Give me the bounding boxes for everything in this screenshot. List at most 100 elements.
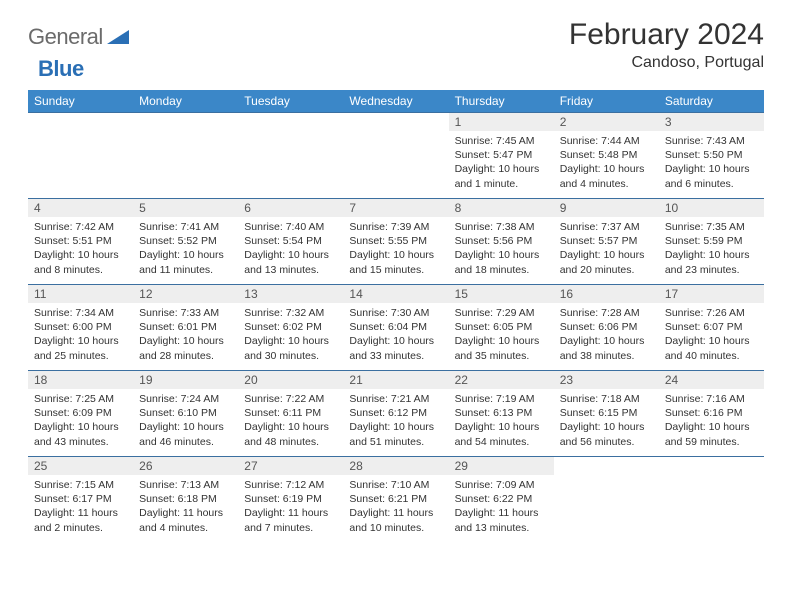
day-line: Sunrise: 7:24 AM [139, 392, 232, 406]
day-body: Sunrise: 7:18 AMSunset: 6:15 PMDaylight:… [554, 389, 659, 453]
day-cell: 3Sunrise: 7:43 AMSunset: 5:50 PMDaylight… [659, 113, 764, 199]
day-line: Daylight: 11 hours and 2 minutes. [34, 506, 127, 534]
day-line: Sunset: 5:55 PM [349, 234, 442, 248]
day-cell: 28Sunrise: 7:10 AMSunset: 6:21 PMDayligh… [343, 457, 448, 543]
weekday-header-row: SundayMondayTuesdayWednesdayThursdayFrid… [28, 90, 764, 113]
day-line: Sunrise: 7:34 AM [34, 306, 127, 320]
day-body: Sunrise: 7:15 AMSunset: 6:17 PMDaylight:… [28, 475, 133, 539]
day-line: Sunset: 6:13 PM [455, 406, 548, 420]
day-cell [133, 113, 238, 199]
day-cell: 11Sunrise: 7:34 AMSunset: 6:00 PMDayligh… [28, 285, 133, 371]
day-cell: 18Sunrise: 7:25 AMSunset: 6:09 PMDayligh… [28, 371, 133, 457]
day-number [28, 113, 133, 117]
day-number: 7 [343, 199, 448, 217]
day-line: Daylight: 10 hours and 30 minutes. [244, 334, 337, 362]
day-body: Sunrise: 7:09 AMSunset: 6:22 PMDaylight:… [449, 475, 554, 539]
day-line: Daylight: 10 hours and 43 minutes. [34, 420, 127, 448]
day-line: Sunset: 6:06 PM [560, 320, 653, 334]
week-row: 25Sunrise: 7:15 AMSunset: 6:17 PMDayligh… [28, 457, 764, 543]
day-line: Sunrise: 7:19 AM [455, 392, 548, 406]
day-number: 21 [343, 371, 448, 389]
day-line: Sunset: 5:50 PM [665, 148, 758, 162]
day-line: Sunset: 6:19 PM [244, 492, 337, 506]
day-body: Sunrise: 7:40 AMSunset: 5:54 PMDaylight:… [238, 217, 343, 281]
day-line: Sunrise: 7:33 AM [139, 306, 232, 320]
day-line: Daylight: 10 hours and 35 minutes. [455, 334, 548, 362]
day-body: Sunrise: 7:13 AMSunset: 6:18 PMDaylight:… [133, 475, 238, 539]
day-number: 14 [343, 285, 448, 303]
day-line: Sunrise: 7:18 AM [560, 392, 653, 406]
day-line: Sunset: 6:07 PM [665, 320, 758, 334]
day-number: 15 [449, 285, 554, 303]
day-number: 4 [28, 199, 133, 217]
day-line: Daylight: 11 hours and 13 minutes. [455, 506, 548, 534]
day-line: Daylight: 10 hours and 6 minutes. [665, 162, 758, 190]
day-body: Sunrise: 7:21 AMSunset: 6:12 PMDaylight:… [343, 389, 448, 453]
day-line: Sunset: 6:15 PM [560, 406, 653, 420]
day-line: Sunset: 5:48 PM [560, 148, 653, 162]
day-line: Sunset: 6:21 PM [349, 492, 442, 506]
day-line: Sunset: 6:04 PM [349, 320, 442, 334]
day-line: Sunrise: 7:29 AM [455, 306, 548, 320]
day-line: Sunrise: 7:09 AM [455, 478, 548, 492]
week-row: 11Sunrise: 7:34 AMSunset: 6:00 PMDayligh… [28, 285, 764, 371]
day-number: 16 [554, 285, 659, 303]
day-cell [554, 457, 659, 543]
day-line: Sunrise: 7:39 AM [349, 220, 442, 234]
day-line: Sunset: 5:52 PM [139, 234, 232, 248]
day-line: Sunset: 6:17 PM [34, 492, 127, 506]
day-line: Sunrise: 7:30 AM [349, 306, 442, 320]
day-cell: 12Sunrise: 7:33 AMSunset: 6:01 PMDayligh… [133, 285, 238, 371]
day-line: Daylight: 10 hours and 59 minutes. [665, 420, 758, 448]
day-number: 9 [554, 199, 659, 217]
day-body: Sunrise: 7:33 AMSunset: 6:01 PMDaylight:… [133, 303, 238, 367]
day-cell: 1Sunrise: 7:45 AMSunset: 5:47 PMDaylight… [449, 113, 554, 199]
day-number: 28 [343, 457, 448, 475]
day-line: Sunset: 6:01 PM [139, 320, 232, 334]
day-cell [28, 113, 133, 199]
day-number: 18 [28, 371, 133, 389]
day-line: Sunrise: 7:21 AM [349, 392, 442, 406]
day-number [343, 113, 448, 117]
day-body: Sunrise: 7:10 AMSunset: 6:21 PMDaylight:… [343, 475, 448, 539]
day-body: Sunrise: 7:28 AMSunset: 6:06 PMDaylight:… [554, 303, 659, 367]
day-number [659, 457, 764, 461]
weekday-header-cell: Monday [133, 90, 238, 113]
day-body: Sunrise: 7:12 AMSunset: 6:19 PMDaylight:… [238, 475, 343, 539]
day-body: Sunrise: 7:43 AMSunset: 5:50 PMDaylight:… [659, 131, 764, 195]
day-line: Sunrise: 7:43 AM [665, 134, 758, 148]
weekday-header-cell: Tuesday [238, 90, 343, 113]
weekday-header-cell: Thursday [449, 90, 554, 113]
day-number: 13 [238, 285, 343, 303]
day-line: Sunset: 6:02 PM [244, 320, 337, 334]
day-line: Daylight: 10 hours and 20 minutes. [560, 248, 653, 276]
day-line: Daylight: 10 hours and 33 minutes. [349, 334, 442, 362]
day-body: Sunrise: 7:32 AMSunset: 6:02 PMDaylight:… [238, 303, 343, 367]
day-body: Sunrise: 7:35 AMSunset: 5:59 PMDaylight:… [659, 217, 764, 281]
day-number: 2 [554, 113, 659, 131]
day-number [238, 113, 343, 117]
day-cell: 16Sunrise: 7:28 AMSunset: 6:06 PMDayligh… [554, 285, 659, 371]
day-line: Sunrise: 7:12 AM [244, 478, 337, 492]
day-cell [238, 113, 343, 199]
day-body: Sunrise: 7:45 AMSunset: 5:47 PMDaylight:… [449, 131, 554, 195]
day-line: Sunrise: 7:42 AM [34, 220, 127, 234]
day-line: Daylight: 10 hours and 46 minutes. [139, 420, 232, 448]
day-line: Sunset: 6:11 PM [244, 406, 337, 420]
day-cell [343, 113, 448, 199]
day-line: Daylight: 10 hours and 4 minutes. [560, 162, 653, 190]
day-line: Daylight: 11 hours and 10 minutes. [349, 506, 442, 534]
day-number [554, 457, 659, 461]
day-line: Sunrise: 7:13 AM [139, 478, 232, 492]
day-cell: 26Sunrise: 7:13 AMSunset: 6:18 PMDayligh… [133, 457, 238, 543]
day-cell: 29Sunrise: 7:09 AMSunset: 6:22 PMDayligh… [449, 457, 554, 543]
day-line: Sunset: 5:59 PM [665, 234, 758, 248]
week-row: 18Sunrise: 7:25 AMSunset: 6:09 PMDayligh… [28, 371, 764, 457]
title-block: February 2024 Candoso, Portugal [569, 18, 764, 72]
day-cell: 21Sunrise: 7:21 AMSunset: 6:12 PMDayligh… [343, 371, 448, 457]
day-number: 22 [449, 371, 554, 389]
day-line: Daylight: 10 hours and 51 minutes. [349, 420, 442, 448]
week-row: 1Sunrise: 7:45 AMSunset: 5:47 PMDaylight… [28, 113, 764, 199]
day-line: Daylight: 10 hours and 56 minutes. [560, 420, 653, 448]
day-number: 20 [238, 371, 343, 389]
